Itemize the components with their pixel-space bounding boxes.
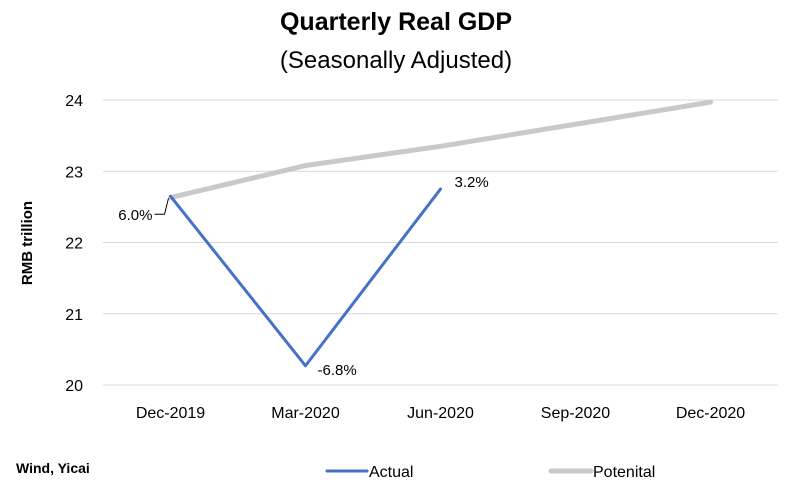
y-axis-label: RMB trillion: [19, 201, 36, 285]
source-note: Wind, Yicai: [16, 460, 90, 476]
x-tick-label-dec-2020: Dec-2020: [676, 405, 745, 422]
y-tick-label-22: 22: [65, 236, 83, 253]
series-lines: [168, 99, 713, 368]
legend-label-potenital: Potenital: [593, 464, 655, 481]
gridlines: [103, 99, 778, 315]
chart-title: Quarterly Real GDP: [280, 8, 512, 36]
y-tick-label-21: 21: [65, 307, 83, 324]
data-label-actual-1: -6.8%: [318, 362, 357, 379]
y-tick-label-23: 23: [65, 164, 83, 181]
x-tick-label-dec-2019: Dec-2019: [136, 405, 205, 422]
y-tick-label-24: 24: [65, 93, 83, 110]
series-line-actual: [169, 187, 442, 368]
x-tick-label-mar-2020: Mar-2020: [271, 405, 340, 422]
x-tick-label-sep-2020: Sep-2020: [541, 405, 610, 422]
x-tick-label-jun-2020: Jun-2020: [407, 405, 474, 422]
data-label-actual-0: 6.0%: [118, 207, 152, 224]
data-label-leader-0: [154, 198, 169, 215]
y-axis-ticks: 20 21 22 23 24: [65, 93, 83, 395]
legend: Actual Potenital: [325, 464, 655, 481]
data-labels: 6.0% -6.8% 3.2%: [118, 174, 488, 379]
x-axis-ticks: Dec-2019 Mar-2020 Jun-2020 Sep-2020 Dec-2020: [136, 405, 745, 422]
series-line-potenital: [168, 99, 713, 201]
data-label-actual-2: 3.2%: [455, 174, 489, 191]
legend-label-actual: Actual: [369, 464, 413, 481]
y-tick-label-20: 20: [65, 378, 83, 395]
chart-subtitle: (Seasonally Adjusted): [280, 47, 512, 74]
